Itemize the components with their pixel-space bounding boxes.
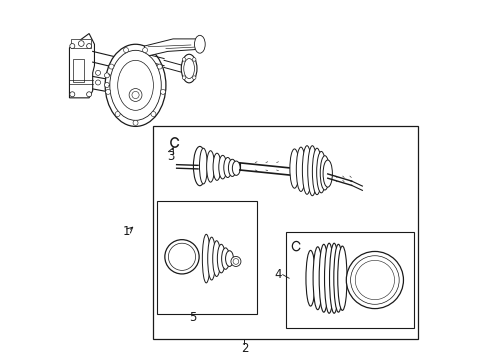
Circle shape — [70, 92, 75, 97]
Ellipse shape — [202, 234, 210, 283]
Ellipse shape — [302, 146, 311, 194]
Circle shape — [233, 258, 238, 264]
Bar — [285, 232, 413, 328]
Circle shape — [95, 70, 101, 75]
Circle shape — [113, 85, 118, 90]
Ellipse shape — [289, 149, 299, 188]
Ellipse shape — [118, 60, 153, 111]
Ellipse shape — [232, 161, 240, 175]
Polygon shape — [144, 39, 201, 57]
Ellipse shape — [110, 50, 161, 120]
Circle shape — [142, 48, 147, 53]
Ellipse shape — [217, 244, 225, 273]
Circle shape — [133, 120, 138, 125]
Text: 1: 1 — [122, 225, 130, 238]
Circle shape — [86, 44, 91, 49]
Bar — [153, 126, 417, 339]
Ellipse shape — [194, 35, 205, 53]
Text: 5: 5 — [189, 311, 196, 324]
Bar — [157, 202, 257, 314]
Circle shape — [129, 89, 142, 102]
Circle shape — [192, 58, 196, 61]
Circle shape — [70, 44, 75, 49]
Circle shape — [109, 64, 114, 69]
Circle shape — [182, 58, 185, 61]
Circle shape — [132, 91, 139, 99]
Ellipse shape — [193, 147, 206, 186]
Ellipse shape — [207, 237, 215, 280]
Circle shape — [346, 251, 403, 309]
Bar — [71, 39, 91, 48]
Text: 2: 2 — [240, 342, 248, 355]
Ellipse shape — [221, 248, 229, 269]
Ellipse shape — [319, 244, 328, 312]
Ellipse shape — [228, 159, 236, 176]
Circle shape — [192, 76, 196, 80]
Ellipse shape — [329, 243, 338, 313]
Circle shape — [78, 41, 84, 46]
Circle shape — [151, 112, 156, 117]
Circle shape — [157, 64, 162, 69]
Ellipse shape — [296, 147, 305, 192]
Circle shape — [86, 92, 91, 97]
Ellipse shape — [323, 160, 332, 187]
Circle shape — [230, 256, 241, 266]
Circle shape — [105, 89, 110, 94]
Ellipse shape — [105, 44, 165, 126]
Circle shape — [115, 112, 120, 117]
Ellipse shape — [337, 246, 346, 310]
Circle shape — [95, 80, 101, 85]
Ellipse shape — [320, 156, 329, 190]
Ellipse shape — [333, 244, 343, 312]
Text: 3: 3 — [167, 150, 175, 163]
Circle shape — [104, 82, 109, 87]
Ellipse shape — [181, 54, 197, 83]
Circle shape — [354, 260, 394, 300]
Circle shape — [123, 48, 128, 53]
Circle shape — [168, 243, 195, 270]
Ellipse shape — [312, 148, 321, 195]
Ellipse shape — [307, 146, 316, 196]
Ellipse shape — [316, 152, 325, 193]
Ellipse shape — [324, 243, 333, 313]
Text: 4: 4 — [274, 268, 282, 281]
Ellipse shape — [213, 153, 221, 180]
Ellipse shape — [218, 156, 226, 179]
Ellipse shape — [305, 250, 315, 306]
Ellipse shape — [183, 59, 194, 78]
Ellipse shape — [212, 241, 220, 276]
Ellipse shape — [199, 148, 207, 184]
Circle shape — [164, 240, 199, 274]
Ellipse shape — [206, 151, 214, 182]
Circle shape — [182, 76, 185, 80]
Circle shape — [104, 73, 109, 78]
Circle shape — [113, 75, 118, 80]
Ellipse shape — [224, 157, 231, 177]
Polygon shape — [69, 33, 94, 98]
Bar — [73, 59, 83, 82]
Circle shape — [160, 89, 165, 94]
Ellipse shape — [312, 247, 322, 310]
Circle shape — [350, 256, 398, 304]
Ellipse shape — [225, 251, 233, 266]
